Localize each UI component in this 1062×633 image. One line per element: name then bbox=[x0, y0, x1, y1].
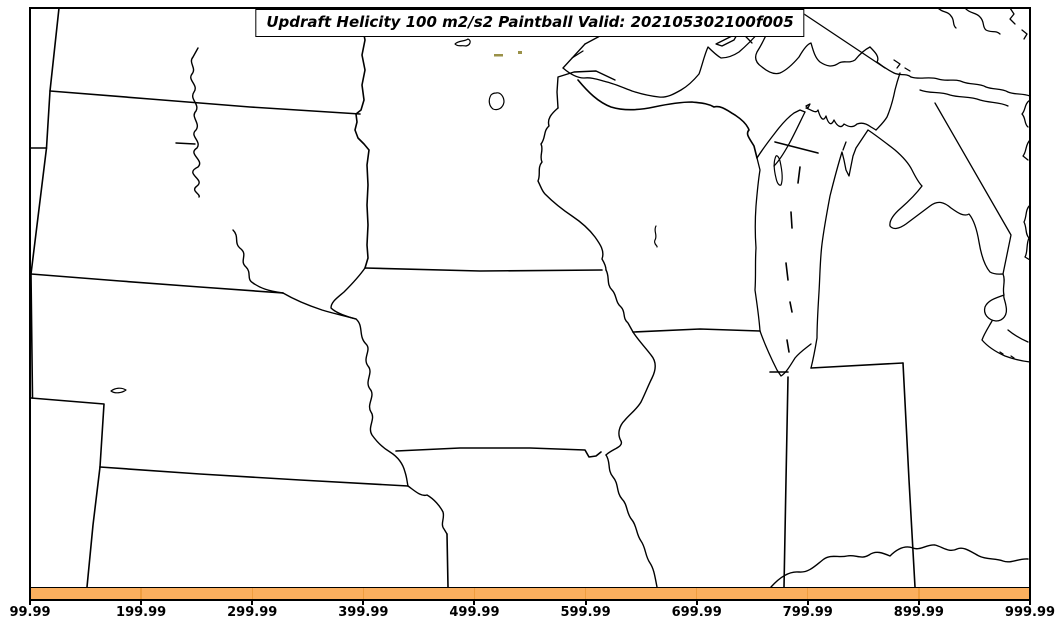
colorbar-tick bbox=[251, 599, 254, 605]
colorbar-tick-label: 99.99 bbox=[9, 605, 51, 620]
rivers bbox=[175, 47, 1029, 588]
plot-title: Updraft Helicity 100 m2/s2 Paintball Val… bbox=[255, 9, 805, 37]
mississippi-river-ia bbox=[605, 269, 656, 456]
paintball-mark bbox=[518, 51, 522, 54]
green-bay bbox=[756, 109, 806, 159]
door-peninsula bbox=[773, 111, 806, 167]
mississippi-river-mo-il bbox=[605, 454, 658, 588]
colorbar-separator bbox=[362, 588, 365, 599]
lake-winnebago bbox=[773, 155, 783, 186]
colorbar-separator bbox=[473, 588, 476, 599]
ohio-river bbox=[770, 544, 1029, 588]
colorbar-tick-label: 199.99 bbox=[116, 605, 167, 620]
colorbar-tick bbox=[140, 599, 143, 605]
missouri-river-kc bbox=[407, 485, 448, 535]
colorbar-separator bbox=[251, 588, 253, 599]
colorbar-tick bbox=[917, 599, 920, 605]
red-lake bbox=[454, 38, 471, 47]
colorbar-separator bbox=[584, 588, 587, 599]
colorbar-separator bbox=[695, 588, 698, 599]
st-croix-river bbox=[556, 70, 616, 109]
lower-michigan-east-coast bbox=[867, 129, 1004, 275]
colorbar-tick bbox=[29, 599, 31, 605]
map-frame bbox=[29, 7, 1031, 601]
wisconsin-small-lake bbox=[653, 225, 658, 248]
colorbar-tick-label: 299.99 bbox=[227, 605, 278, 620]
colorbar bbox=[30, 587, 1030, 600]
colorbar-tick-label: 599.99 bbox=[560, 605, 611, 620]
missouri-river-oahe bbox=[190, 47, 201, 198]
colorbar-tick bbox=[695, 599, 698, 605]
paintball-mark bbox=[494, 54, 503, 57]
colorbar-tick bbox=[362, 599, 365, 605]
up-east-coast bbox=[875, 72, 901, 131]
st-clair-detroit bbox=[983, 273, 1008, 322]
mississippi-river-mn bbox=[537, 107, 607, 271]
mille-lacs-lake bbox=[488, 92, 505, 111]
paintball-marks bbox=[494, 51, 522, 57]
colorbar-tick-label: 799.99 bbox=[782, 605, 833, 620]
missouri-river-ne-ia bbox=[355, 318, 409, 487]
lake-michigan-state-line-dashes bbox=[769, 141, 819, 373]
lower-michigan-west-coast bbox=[810, 129, 869, 369]
inland-lakes bbox=[110, 38, 783, 394]
colorbar-tick bbox=[473, 599, 476, 605]
missouri-river-francis-case bbox=[232, 229, 284, 294]
colorbar-tick bbox=[584, 599, 587, 605]
colorbar-separator bbox=[918, 588, 920, 599]
colorbar-tick-label: 399.99 bbox=[338, 605, 389, 620]
big-sioux-river bbox=[330, 267, 366, 320]
colorbar-tick-label: 999.99 bbox=[1004, 605, 1056, 620]
colorbar-separator bbox=[807, 588, 809, 599]
north-channel-shore bbox=[910, 76, 1031, 97]
colorbar-tick-label: 899.99 bbox=[893, 605, 944, 620]
state-borders bbox=[29, 7, 916, 588]
up-south-shore bbox=[805, 107, 877, 131]
colorbar-tick-label: 699.99 bbox=[671, 605, 722, 620]
wisconsin-lake-michigan-coast bbox=[754, 157, 761, 332]
lake-mcconaughy bbox=[110, 387, 127, 394]
colorbar-separator bbox=[140, 588, 142, 599]
colorbar-tick bbox=[806, 599, 809, 605]
colorbar-tick bbox=[1029, 599, 1031, 605]
colorbar-tick-label: 499.99 bbox=[449, 605, 500, 620]
lake-michigan-south-end bbox=[759, 330, 812, 377]
